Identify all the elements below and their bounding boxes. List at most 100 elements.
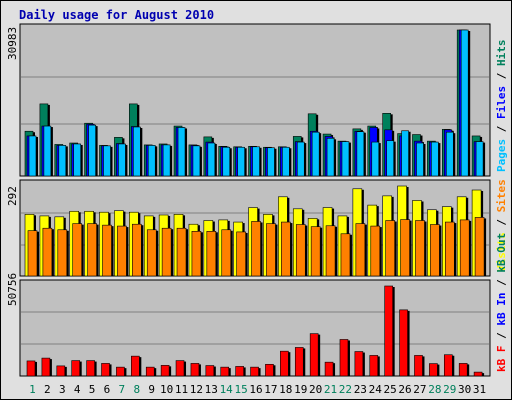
- bottom-bar-kbf-16: [250, 366, 259, 377]
- bottom-bar-kbf-19: [294, 347, 304, 377]
- day-label-15: 15: [234, 383, 247, 396]
- top-bar-pages-19: [296, 141, 305, 177]
- bottom-bar-kbf-8: [131, 355, 140, 377]
- bottom-bar-kbf-30: [458, 363, 468, 377]
- bottom-bar-kbf-21: [324, 361, 334, 377]
- middle-bar-sites-31: [474, 217, 485, 277]
- middle-bar-sites-11: [176, 227, 187, 277]
- bottom-bar-kbf-27: [414, 355, 423, 377]
- day-label-25: 25: [384, 383, 397, 396]
- bottom-bar-kbf-11: [175, 360, 185, 377]
- day-label-8: 8: [133, 383, 140, 396]
- middle-bar-sites-27: [415, 220, 425, 277]
- legend-top: Pages / Files / Hits: [495, 40, 508, 173]
- top-bar-pages-8: [133, 126, 141, 177]
- middle-bar-sites-8: [132, 223, 142, 277]
- top-bar-pages-15: [237, 146, 245, 177]
- panel-bottom: [19, 279, 491, 377]
- middle-bar-sites-9: [146, 229, 157, 277]
- bottom-bar-kbf-25: [384, 285, 393, 377]
- middle-bar-sites-4: [72, 223, 83, 277]
- top-bar-pages-17: [267, 147, 275, 177]
- middle-bar-sites-19: [295, 224, 306, 277]
- middle-bar-sites-26: [400, 219, 410, 277]
- middle-bar-sites-6: [102, 224, 112, 277]
- legend-top-item-3: /: [495, 66, 508, 86]
- day-label-29: 29: [443, 383, 456, 396]
- bottom-bar-kbf-6: [101, 363, 110, 377]
- day-label-7: 7: [119, 383, 126, 396]
- top-bar-pages-2: [43, 125, 52, 177]
- top-bar-pages-24: [371, 141, 380, 177]
- bottom-bar-kbf-13: [205, 365, 215, 377]
- top-bar-pages-4: [73, 143, 82, 177]
- bottom-bar-kbf-22: [339, 339, 349, 377]
- bottom-bar-kbf-12: [190, 363, 200, 377]
- bottom-bar-kbf-20: [309, 333, 319, 377]
- middle-bar-sites-5: [87, 223, 97, 277]
- top-bar-pages-30: [460, 29, 469, 177]
- top-bar-pages-13: [207, 142, 216, 177]
- day-label-5: 5: [89, 383, 96, 396]
- top-bar-pages-27: [416, 142, 424, 177]
- day-label-31: 31: [473, 383, 486, 396]
- middle-bar-sites-1: [27, 230, 38, 277]
- day-label-11: 11: [175, 383, 188, 396]
- top-bar-pages-12: [192, 145, 201, 177]
- top-bar-pages-3: [58, 145, 67, 177]
- day-label-21: 21: [324, 383, 337, 396]
- top-bar-pages-23: [356, 131, 365, 177]
- middle-bar-sites-20: [310, 226, 321, 277]
- day-label-23: 23: [354, 383, 367, 396]
- legend-middle-item-0: Visits: [495, 232, 508, 272]
- top-bar-pages-26: [401, 130, 409, 177]
- top-bar-pages-20: [311, 131, 320, 177]
- middle-bar-sites-7: [117, 225, 127, 277]
- legend-top-item-1: /: [495, 119, 508, 139]
- legend-bottom-item-4: kB Out: [495, 233, 508, 273]
- middle-bar-sites-15: [236, 231, 246, 277]
- day-label-3: 3: [59, 383, 66, 396]
- middle-bar-sites-16: [251, 221, 261, 277]
- legend-bottom-item-2: kB In: [495, 293, 508, 326]
- legend-bottom: kB F / kB In / kB Out: [495, 233, 508, 372]
- bottom-bar-kbf-18: [280, 350, 289, 377]
- middle-bar-sites-29: [444, 221, 455, 277]
- legend-top-item-4: Hits: [495, 40, 508, 67]
- middle-bar-sites-21: [325, 225, 336, 277]
- day-label-2: 2: [44, 383, 51, 396]
- middle-bar-sites-17: [266, 223, 276, 277]
- top-bar-pages-28: [431, 141, 439, 177]
- day-label-30: 30: [458, 383, 471, 396]
- bottom-bar-kbf-23: [354, 351, 364, 377]
- bottom-bar-kbf-15: [235, 366, 244, 377]
- bottom-bar-kbf-10: [160, 365, 170, 377]
- ymax-label-top: 30983: [6, 27, 19, 60]
- middle-bar-sites-12: [191, 231, 202, 277]
- legend-middle-item-1: /: [495, 212, 508, 232]
- day-label-24: 24: [369, 383, 383, 396]
- legend-bottom-item-1: /: [495, 326, 508, 346]
- day-label-22: 22: [339, 383, 352, 396]
- chart-title: Daily usage for August 2010: [19, 8, 215, 22]
- legend-bottom-item-0: kB F: [495, 346, 508, 373]
- day-label-19: 19: [294, 383, 307, 396]
- legend-bottom-item-3: /: [495, 273, 508, 293]
- top-bar-pages-16: [252, 146, 260, 177]
- bottom-bar-kbf-28: [429, 363, 438, 377]
- ymax-label-bottom: 50756: [6, 273, 19, 306]
- top-bar-pages-9: [147, 145, 156, 177]
- top-bar-pages-21: [326, 138, 335, 177]
- day-label-1: 1: [29, 383, 36, 396]
- bottom-bar-kbf-1: [26, 360, 36, 377]
- day-label-16: 16: [249, 383, 262, 396]
- bottom-bar-kbf-31: [473, 371, 483, 377]
- top-bar-pages-5: [88, 124, 96, 177]
- bottom-bar-kbf-14: [220, 366, 230, 377]
- middle-bar-sites-3: [57, 229, 68, 277]
- top-bar-pages-6: [103, 145, 111, 177]
- top-bar-pages-31: [475, 141, 484, 177]
- middle-bar-sites-14: [221, 229, 232, 277]
- day-label-28: 28: [428, 383, 441, 396]
